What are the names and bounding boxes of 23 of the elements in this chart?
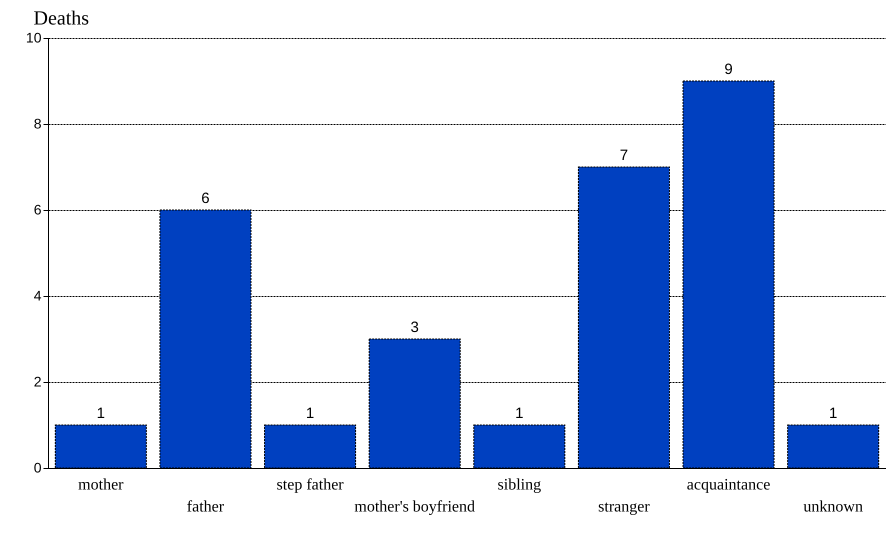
data-label: 3: [410, 319, 419, 336]
data-label: 1: [515, 405, 524, 422]
x-tick-label: unknown: [803, 498, 863, 516]
x-tick-label: father: [186, 498, 225, 516]
data-label: 1: [306, 405, 314, 422]
x-tick-label: sibling: [498, 476, 542, 494]
y-axis-title: Deaths: [34, 8, 90, 30]
y-tick-label: 2: [34, 374, 42, 390]
y-tick-label: 10: [26, 30, 42, 46]
y-tick-label: 6: [34, 202, 42, 218]
y-tick-label: 4: [34, 288, 42, 304]
data-label: 9: [724, 61, 733, 78]
data-label: 7: [620, 147, 628, 164]
x-tick-label: mother's boyfriend: [354, 498, 476, 516]
x-tick-label: mother: [78, 476, 124, 494]
data-label: 1: [96, 405, 106, 422]
x-tick-label: step father: [276, 476, 344, 494]
data-label: 1: [828, 405, 838, 422]
y-tick-label: 0: [34, 460, 42, 476]
y-tick-label: 8: [34, 116, 42, 132]
x-tick-label: acquaintance: [686, 476, 770, 494]
x-tick-label: stranger: [598, 498, 650, 516]
data-label: 6: [201, 190, 210, 207]
